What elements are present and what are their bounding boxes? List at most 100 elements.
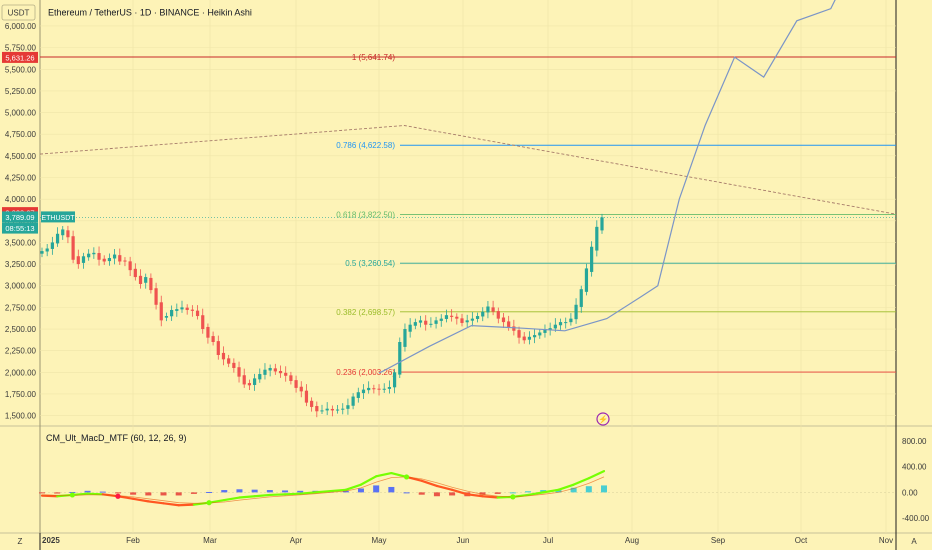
time-tick-label: Sep — [711, 536, 726, 545]
macd-line-segment — [375, 471, 393, 478]
macd-cross-dot — [403, 474, 410, 480]
candle-body — [584, 268, 589, 292]
macd-line-segment — [86, 492, 104, 496]
price-badge-label: 3,789.09 — [5, 213, 34, 222]
macd-line-segment — [572, 477, 590, 486]
macd-line-segment — [435, 484, 454, 491]
macd-histogram-bar — [601, 485, 607, 493]
candle-body — [170, 309, 174, 317]
candle-body — [284, 372, 288, 376]
macd-histogram-bar — [221, 490, 228, 493]
candle-body — [247, 383, 252, 386]
time-tick-label: Apr — [290, 536, 303, 545]
candle-body — [496, 311, 500, 319]
candle-body — [335, 409, 340, 411]
candle-body — [470, 318, 474, 321]
auto-scale-left-button[interactable]: Z — [18, 537, 23, 546]
candle-body — [475, 316, 480, 319]
fib-level-label: 0.382 (2,698.57) — [336, 308, 395, 317]
price-badge — [2, 211, 38, 223]
candle-body — [392, 372, 397, 388]
macd-line-segment — [238, 495, 256, 499]
candle-body — [227, 358, 231, 364]
macd-histogram-bar — [509, 492, 516, 494]
candles — [40, 213, 604, 418]
macd-histogram-bar — [494, 492, 501, 494]
candle-body — [211, 336, 215, 343]
lightning-icon: ⚡ — [598, 414, 608, 424]
candle-body — [294, 380, 298, 388]
candle-body — [112, 254, 117, 259]
candle-body — [159, 302, 163, 321]
candle-body — [310, 400, 314, 407]
currency-button[interactable] — [1, 4, 36, 21]
macd-line-segment — [481, 495, 499, 499]
candle-body — [232, 362, 236, 368]
candle-body — [424, 320, 428, 325]
projection-line — [378, 0, 836, 374]
candle-body — [273, 368, 277, 372]
candle-body — [553, 324, 557, 329]
candle-body — [372, 388, 376, 390]
price-tick-label: 3,000.00 — [5, 282, 37, 291]
candle-body — [361, 389, 366, 394]
candle-body — [50, 242, 54, 249]
candle-body — [128, 261, 132, 271]
time-axis[interactable]: 2025 Feb Mar Apr May Jun Jul Aug Sep Oct Nov — [42, 536, 893, 545]
candle-body — [138, 275, 143, 284]
candle-body — [278, 370, 283, 374]
macd-line-segment — [344, 483, 363, 491]
macd-line-segment — [420, 479, 439, 488]
fib-level-label: 0.5 (3,260.54) — [345, 259, 395, 268]
auto-scale-right-button[interactable]: A — [911, 537, 917, 546]
candle-body — [574, 304, 578, 320]
macd-histogram-bar — [145, 492, 152, 496]
macd-line-segment — [390, 471, 408, 479]
candle-body — [465, 320, 469, 323]
macd-histogram-bar — [525, 491, 532, 493]
macd-histogram-bar — [54, 492, 61, 494]
macd-histogram-bar — [449, 492, 456, 496]
candle-body — [486, 306, 490, 313]
candle-body — [154, 288, 158, 305]
macd-line-segment — [283, 492, 302, 496]
macd-histogram-bar — [251, 489, 258, 493]
price-tick-label: 4,750.00 — [5, 130, 37, 139]
macd-histogram-bar — [297, 490, 304, 493]
candle-body — [387, 387, 392, 389]
candle-body — [590, 246, 594, 272]
trend-line — [39, 125, 895, 215]
candle-body — [320, 410, 324, 412]
candle-body — [564, 322, 568, 324]
candle-body — [538, 332, 542, 336]
macd-histogram-bar — [433, 492, 440, 497]
candle-body — [429, 323, 433, 325]
event-marker-icon[interactable] — [596, 412, 610, 426]
candle-body — [45, 248, 49, 252]
macd-line-segment — [177, 503, 195, 507]
macd-line-segment — [314, 489, 332, 494]
candle-body — [185, 307, 189, 310]
price-tick-label: 2,000.00 — [5, 368, 37, 377]
candle-body — [512, 326, 516, 331]
fib-level-label: 1 (5,641.74) — [352, 53, 395, 62]
projection-path[interactable] — [378, 0, 852, 374]
candle-body — [76, 256, 80, 265]
candle-body — [501, 317, 506, 323]
candle-body — [144, 277, 148, 283]
candle-body — [569, 318, 573, 323]
candle-body — [263, 369, 267, 375]
candle-body — [102, 258, 106, 262]
candle-body — [491, 307, 495, 312]
candle-body — [190, 309, 194, 311]
symbol-badge — [41, 211, 75, 223]
price-axis[interactable]: 1,500.00 1,750.00 2,000.00 2,250.00 2,500.00… — [5, 22, 37, 421]
macd-histogram-bar — [540, 490, 547, 493]
candle-body — [61, 229, 65, 236]
candle-body — [258, 374, 262, 380]
candle-body — [40, 251, 44, 254]
price-tick-label: 1,500.00 — [5, 412, 37, 421]
